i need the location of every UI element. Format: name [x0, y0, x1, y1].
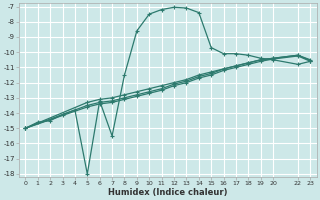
X-axis label: Humidex (Indice chaleur): Humidex (Indice chaleur)	[108, 188, 228, 197]
